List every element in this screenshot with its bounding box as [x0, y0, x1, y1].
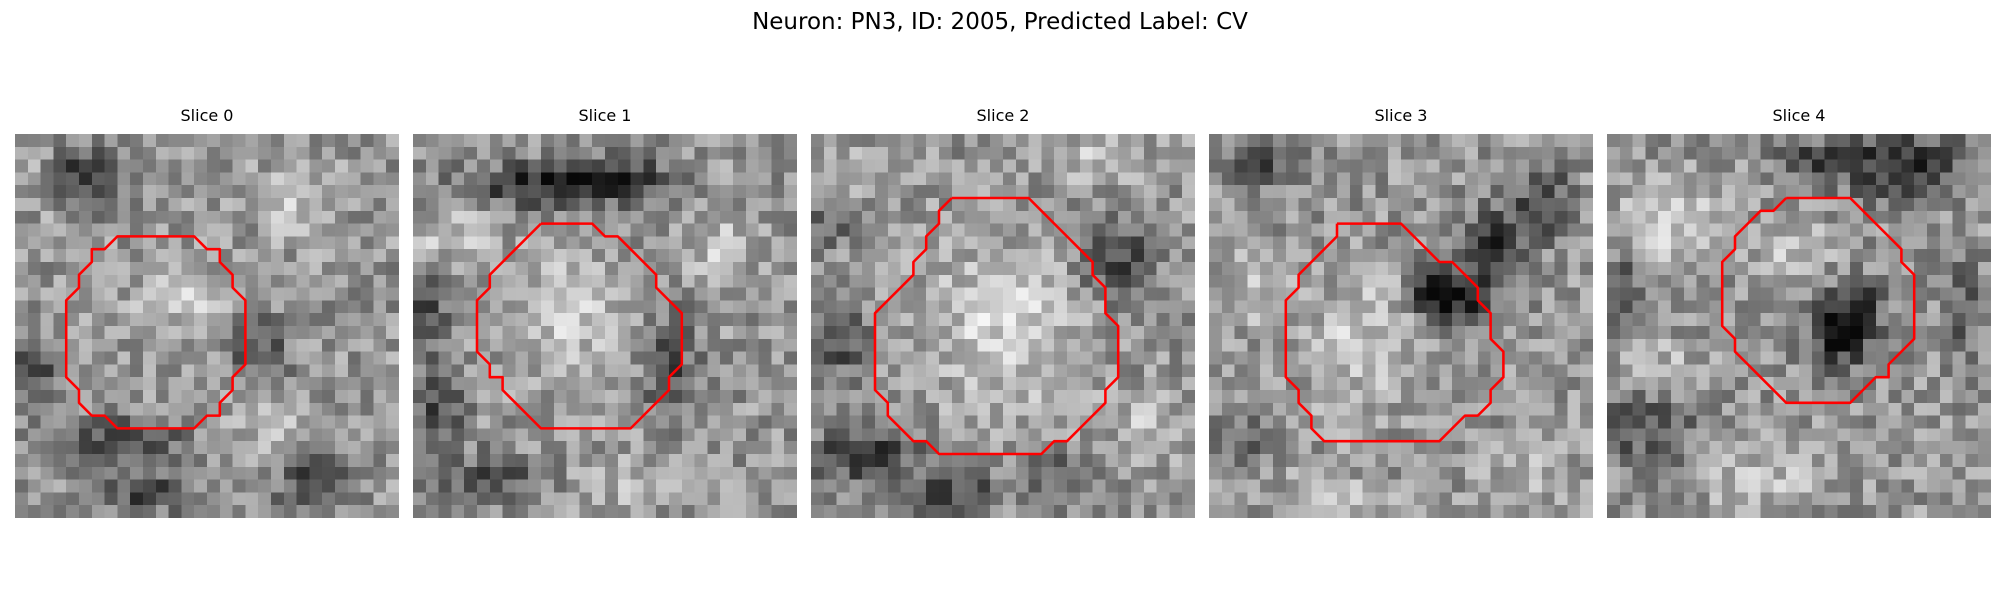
slice-image: [811, 134, 1195, 518]
contour-outline: [1284, 222, 1505, 443]
figure-title: Neuron: PN3, ID: 2005, Predicted Label: …: [752, 9, 1248, 35]
slice-title: Slice 3: [1374, 106, 1428, 125]
contour-outline: [1720, 196, 1916, 405]
slice-title: Slice 4: [1772, 106, 1826, 125]
slice-image: [1607, 134, 1991, 518]
slice-panel-3: Slice 3: [1209, 106, 1593, 520]
slice-image: [15, 134, 399, 518]
slice-panel-1: Slice 1: [413, 106, 797, 520]
slice-panel-4: Slice 4: [1607, 106, 1991, 520]
slice-title: Slice 2: [976, 106, 1030, 125]
slice-panel-0: Slice 0: [15, 106, 399, 520]
contour-outline: [475, 222, 684, 430]
contour-outline: [64, 235, 247, 430]
slice-image: [413, 134, 797, 518]
slice-panel-2: Slice 2: [811, 106, 1195, 520]
slice-title: Slice 1: [578, 106, 632, 125]
contour-outline: [873, 196, 1120, 456]
slice-image: [1209, 134, 1593, 518]
slice-title: Slice 0: [180, 106, 234, 125]
